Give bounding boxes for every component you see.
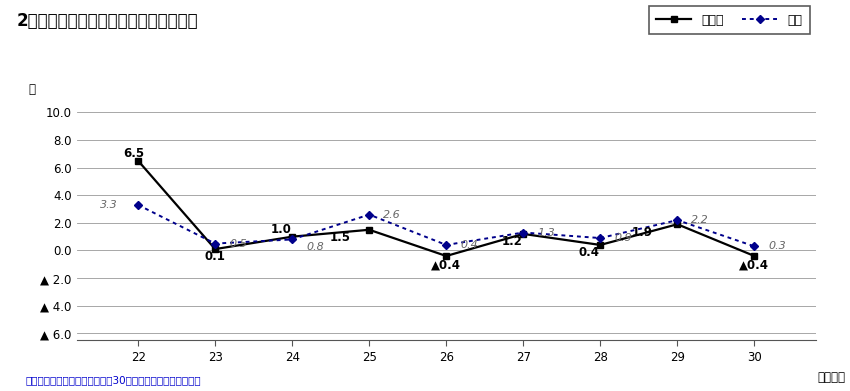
Text: 0.8: 0.8 [306,242,324,251]
Text: 2.2: 2.2 [691,215,709,225]
Text: 0.3: 0.3 [768,241,786,251]
Text: （資料）全国値：内閣府「平成30年度　国民経済計算年報」: （資料）全国値：内閣府「平成30年度 国民経済計算年報」 [26,375,201,385]
Text: 1.9: 1.9 [632,226,653,239]
Text: 1.3: 1.3 [537,228,555,237]
Text: ％: ％ [28,83,36,96]
Text: 0.9: 0.9 [615,233,632,243]
Text: 6.5: 6.5 [124,147,144,160]
Text: 1.0: 1.0 [270,223,291,236]
Legend: 兵庫県, 全国: 兵庫県, 全国 [649,6,810,34]
Text: 1.5: 1.5 [330,231,350,244]
Text: 1.2: 1.2 [502,235,522,248]
Text: 0.4: 0.4 [460,240,478,250]
Text: 2　実質経済成長率の推移（県・全国）: 2 実質経済成長率の推移（県・全国） [17,12,199,30]
Text: （年度）: （年度） [818,371,846,384]
Text: 0.1: 0.1 [205,250,225,263]
Text: 3.3: 3.3 [99,200,117,210]
Text: ▲0.4: ▲0.4 [740,258,769,271]
Text: ▲0.4: ▲0.4 [431,258,462,271]
Text: 0.5: 0.5 [229,239,246,249]
Text: 2.6: 2.6 [383,210,401,220]
Text: 0.4: 0.4 [578,246,599,260]
